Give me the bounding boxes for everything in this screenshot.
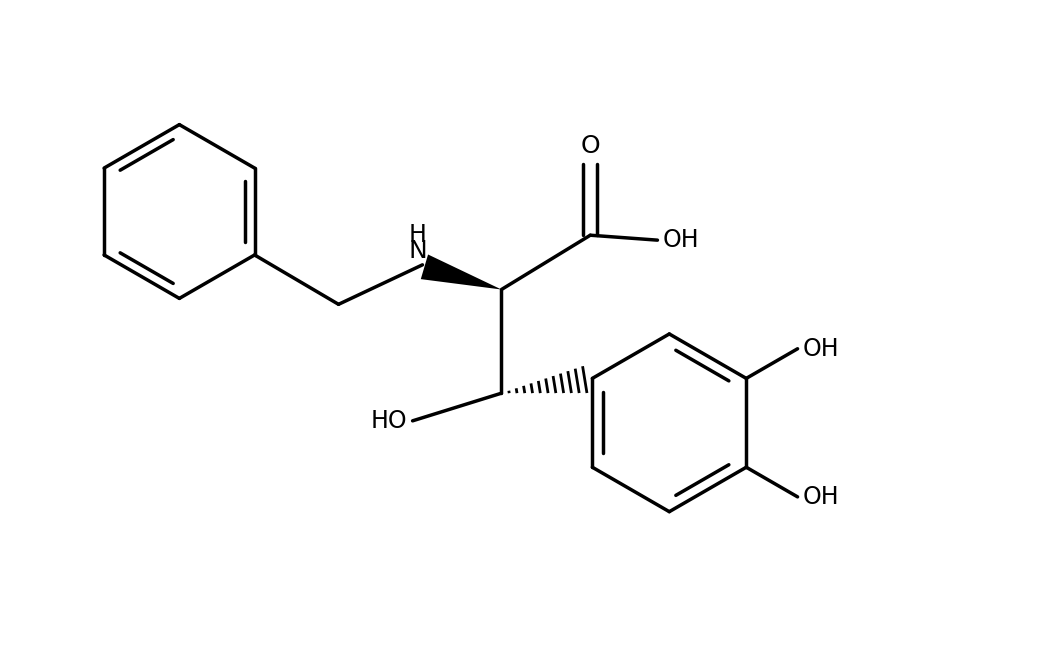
Text: N: N [408,239,426,263]
Polygon shape [421,255,501,290]
Text: OH: OH [662,228,699,252]
Text: O: O [580,134,600,158]
Text: OH: OH [803,485,839,509]
Text: HO: HO [371,409,408,433]
Text: H: H [409,223,426,247]
Text: OH: OH [803,337,839,361]
